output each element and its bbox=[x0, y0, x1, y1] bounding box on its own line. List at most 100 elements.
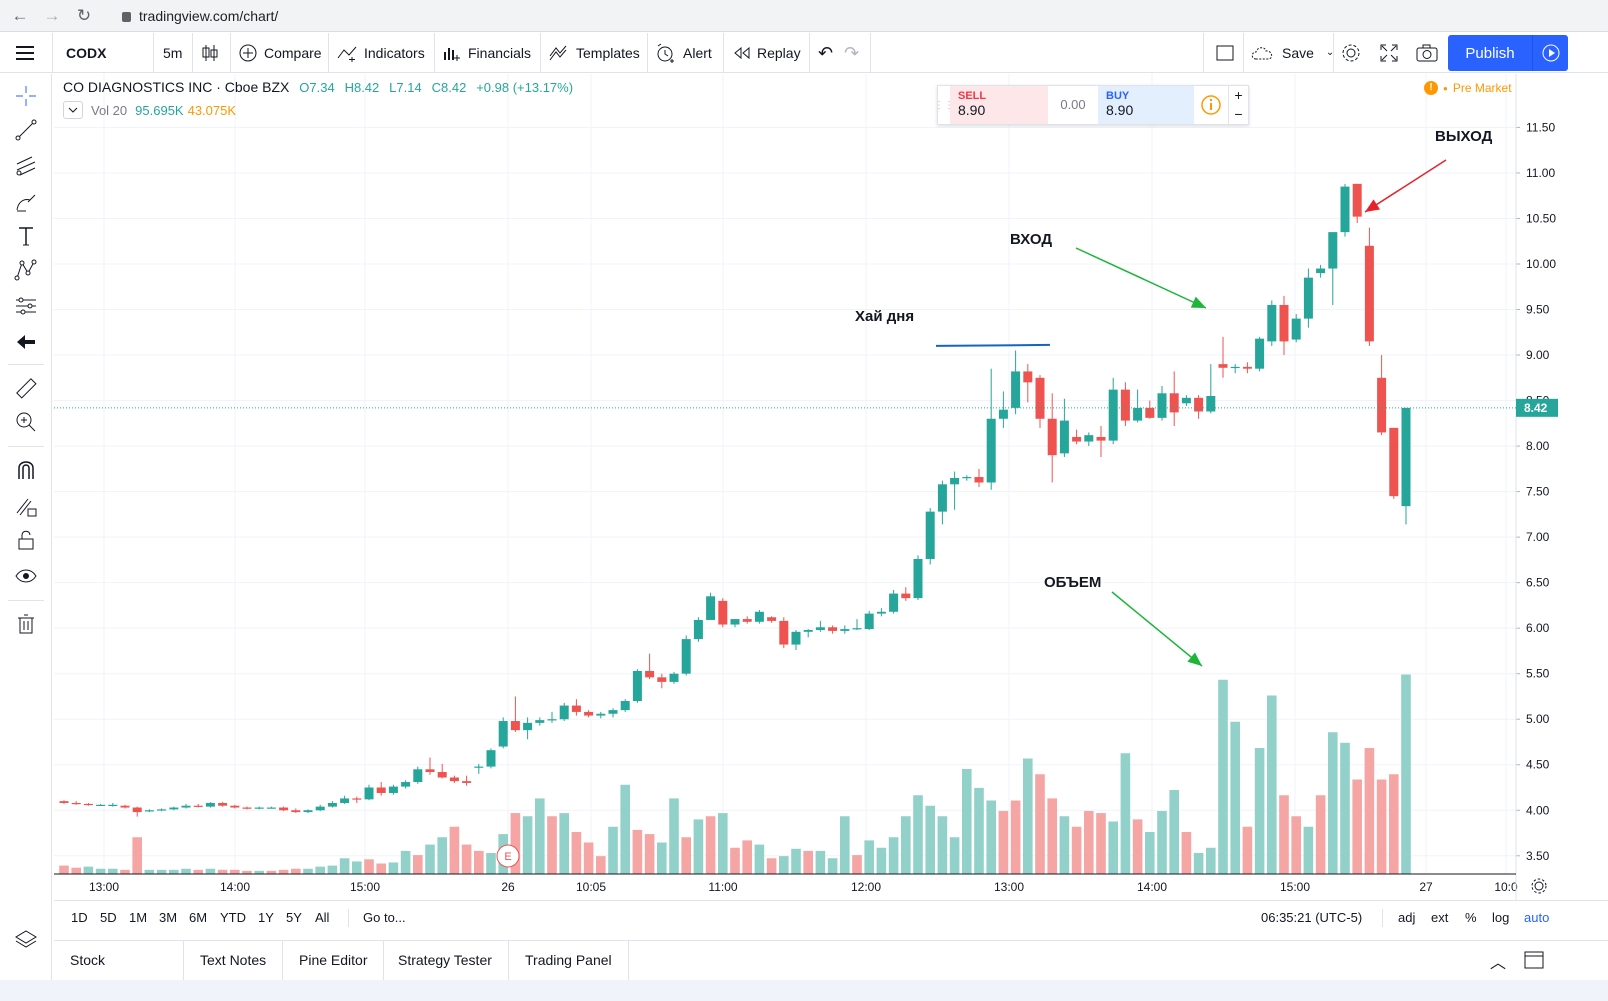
range-5d[interactable]: 5D bbox=[100, 910, 117, 925]
tab-stock-screener[interactable]: Stock Screener⌄ bbox=[54, 941, 184, 1001]
clock-readout[interactable]: 06:35:21 (UTC-5) bbox=[1261, 910, 1363, 925]
tab-pine-editor[interactable]: Pine Editor bbox=[283, 941, 385, 981]
volume-bar bbox=[840, 816, 850, 874]
volume-arrow bbox=[1111, 591, 1203, 667]
price-chart[interactable]: 11.5011.0010.5010.009.509.008.508.007.50… bbox=[54, 74, 1608, 900]
chart-type-icon[interactable] bbox=[201, 33, 219, 73]
unlock-icon[interactable] bbox=[12, 526, 40, 554]
volume-value: 95.695K bbox=[135, 102, 184, 118]
save-button[interactable]: Save ⌄ bbox=[1250, 33, 1334, 73]
alert-button[interactable]: Alert bbox=[655, 33, 712, 73]
fullscreen-icon[interactable] bbox=[1379, 33, 1399, 73]
interval-button[interactable]: 5m bbox=[163, 45, 183, 61]
volume-bar bbox=[181, 868, 191, 874]
sell-price: 8.90 bbox=[958, 102, 986, 118]
price-tick-label: 10.00 bbox=[1526, 257, 1556, 271]
prediction-icon[interactable] bbox=[12, 292, 40, 320]
candle-body bbox=[1023, 371, 1033, 383]
zoom-in-icon[interactable] bbox=[12, 408, 40, 436]
tab-text-notes[interactable]: Text Notes bbox=[184, 941, 284, 981]
replay-button[interactable]: Replay bbox=[733, 33, 801, 73]
candle-body bbox=[596, 713, 606, 716]
forward-icon[interactable]: → bbox=[43, 6, 61, 25]
plus-circle-icon bbox=[239, 44, 257, 62]
range-1y[interactable]: 1Y bbox=[258, 910, 274, 925]
fib-retracement-icon[interactable] bbox=[12, 152, 40, 180]
sell-button[interactable]: SELL 8.90 bbox=[950, 86, 1048, 124]
alarm-clock-icon bbox=[657, 43, 674, 63]
volume-bar bbox=[83, 866, 94, 874]
trend-line-icon[interactable] bbox=[12, 116, 40, 144]
symbol-search[interactable]: CODX bbox=[66, 45, 107, 61]
eye-icon[interactable] bbox=[12, 562, 40, 590]
menu-icon[interactable] bbox=[14, 33, 36, 73]
drag-handle-icon[interactable]: ⋮⋮ bbox=[934, 99, 954, 111]
adj-toggle[interactable]: adj bbox=[1398, 910, 1416, 925]
range-6m[interactable]: 6M bbox=[189, 910, 208, 925]
address-bar[interactable]: tradingview.com/chart/ bbox=[110, 3, 1600, 29]
lock-drawings-icon[interactable] bbox=[12, 492, 40, 520]
candle-body bbox=[1303, 277, 1313, 319]
trash-icon[interactable] bbox=[12, 610, 40, 638]
tab-trading-panel[interactable]: Trading Panel bbox=[509, 941, 629, 981]
range-3m[interactable]: 3M bbox=[159, 910, 178, 925]
volume-bar bbox=[522, 816, 533, 874]
maximize-panel-icon[interactable] bbox=[1524, 951, 1544, 972]
tab-strategy-tester[interactable]: Strategy Tester bbox=[382, 941, 509, 981]
collapse-panel-icon[interactable]: ︿ bbox=[1490, 955, 1507, 972]
undo-icon[interactable]: ↶ bbox=[818, 43, 834, 63]
redo-icon[interactable]: ↷ bbox=[844, 43, 860, 63]
text-tool-icon[interactable] bbox=[12, 222, 40, 250]
goto-button[interactable]: Go to... bbox=[363, 910, 406, 925]
candle-body bbox=[1035, 377, 1045, 419]
range-all[interactable]: All bbox=[315, 910, 330, 925]
candle-body bbox=[608, 710, 618, 714]
reload-icon[interactable]: ↻ bbox=[76, 6, 92, 25]
volume-bar bbox=[1254, 748, 1265, 874]
earnings-marker[interactable]: E bbox=[496, 844, 520, 868]
publish-button[interactable]: Publish bbox=[1448, 35, 1568, 71]
ruler-icon[interactable] bbox=[12, 374, 40, 402]
info-icon[interactable] bbox=[1194, 86, 1228, 124]
indicators-button[interactable]: Indicators bbox=[336, 33, 425, 73]
quantity-plus-button[interactable]: + bbox=[1234, 87, 1243, 103]
compare-button[interactable]: Compare bbox=[238, 33, 322, 73]
volume-legend[interactable]: Vol 20 95.695K 43.075K bbox=[63, 101, 236, 119]
chart-area[interactable]: 11.5011.0010.5010.009.509.008.508.007.50… bbox=[54, 74, 1608, 900]
arrow-left-icon[interactable] bbox=[12, 328, 40, 356]
pre-market-badge[interactable]: ! ● Pre Market bbox=[1424, 81, 1512, 95]
quantity-minus-button[interactable]: − bbox=[1234, 106, 1243, 122]
range-1d[interactable]: 1D bbox=[71, 910, 88, 925]
symbol-legend[interactable]: CO DIAGNOSTICS INC · Cboe BZX O7.34 H8.4… bbox=[63, 79, 573, 95]
play-icon[interactable] bbox=[1532, 35, 1568, 71]
volume-bar bbox=[1181, 832, 1192, 874]
auto-toggle[interactable]: auto bbox=[1524, 910, 1550, 925]
back-icon[interactable]: ← bbox=[11, 6, 29, 25]
brush-icon[interactable] bbox=[12, 188, 40, 216]
candle-body bbox=[1401, 407, 1411, 507]
range-bar: 1D 5D 1M 3M 6M YTD 1Y 5Y All Go to... 06… bbox=[54, 900, 1608, 936]
buy-button[interactable]: BUY 8.90 bbox=[1098, 86, 1194, 124]
ext-toggle[interactable]: ext bbox=[1431, 910, 1449, 925]
settings-gear-icon[interactable] bbox=[1340, 33, 1362, 73]
axis-settings-icon[interactable] bbox=[1531, 878, 1547, 894]
volume-bar bbox=[1023, 758, 1033, 874]
collapse-chevron-icon[interactable] bbox=[63, 101, 83, 119]
price-tick-label: 6.00 bbox=[1526, 621, 1550, 635]
range-1m[interactable]: 1M bbox=[129, 910, 148, 925]
templates-button[interactable]: Templates bbox=[548, 33, 640, 73]
financials-button[interactable]: Financials bbox=[442, 33, 531, 73]
percent-toggle[interactable]: % bbox=[1465, 910, 1477, 925]
candle-body bbox=[449, 777, 459, 782]
range-5y[interactable]: 5Y bbox=[286, 910, 302, 925]
layout-icon[interactable] bbox=[1215, 33, 1235, 73]
candle-body bbox=[913, 558, 923, 599]
save-label: Save bbox=[1282, 45, 1314, 61]
log-toggle[interactable]: log bbox=[1492, 910, 1510, 925]
crosshair-icon[interactable] bbox=[12, 82, 40, 110]
range-ytd[interactable]: YTD bbox=[220, 910, 246, 925]
magnet-icon[interactable] bbox=[12, 456, 40, 484]
layers-icon[interactable] bbox=[12, 926, 40, 954]
camera-icon[interactable] bbox=[1415, 33, 1439, 73]
pattern-icon[interactable] bbox=[12, 256, 40, 284]
